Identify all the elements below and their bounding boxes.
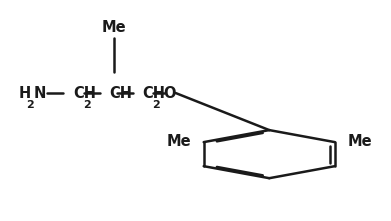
Text: N: N bbox=[33, 86, 46, 101]
Text: O: O bbox=[163, 86, 175, 101]
Text: CH: CH bbox=[142, 86, 165, 101]
Text: CH: CH bbox=[73, 86, 96, 101]
Text: Me: Me bbox=[101, 20, 126, 35]
Text: Me: Me bbox=[166, 133, 191, 149]
Text: Me: Me bbox=[348, 133, 372, 149]
Text: CH: CH bbox=[109, 86, 132, 101]
Text: 2: 2 bbox=[83, 100, 91, 110]
Text: H: H bbox=[19, 86, 31, 101]
Text: 2: 2 bbox=[152, 100, 160, 110]
Text: 2: 2 bbox=[26, 100, 34, 110]
